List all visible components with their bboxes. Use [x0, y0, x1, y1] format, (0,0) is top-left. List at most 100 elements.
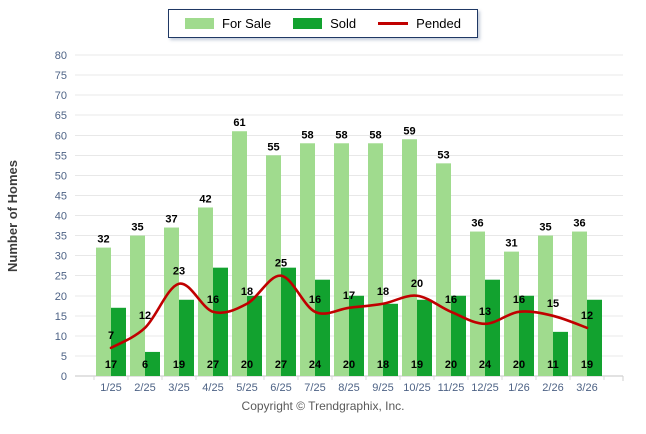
for-sale-value-label: 31 [505, 238, 517, 250]
for-sale-bar [96, 247, 111, 376]
x-tick-label: 7/25 [304, 382, 325, 394]
pended-value-label: 18 [377, 286, 389, 298]
x-tick-label: 11/25 [438, 382, 465, 394]
y-tick-label: 45 [55, 190, 67, 202]
sold-value-label: 20 [445, 359, 457, 371]
for-sale-bar [232, 131, 247, 376]
for-sale-bar [198, 207, 213, 376]
y-tick-label: 30 [55, 251, 67, 263]
sold-value-label: 27 [275, 359, 287, 371]
for-sale-bar [436, 163, 451, 376]
pended-value-label: 18 [241, 286, 253, 298]
sold-bars [111, 267, 602, 376]
sold-value-label: 24 [479, 359, 492, 371]
legend-label-sold: Sold [330, 16, 357, 31]
pended-line [109, 274, 589, 350]
for-sale-value-label: 53 [437, 149, 449, 161]
x-tick-label: 6/25 [270, 382, 291, 394]
pended-value-label: 20 [411, 278, 423, 290]
pended-value-label: 16 [445, 294, 457, 306]
sold-value-label: 20 [513, 359, 525, 371]
for-sale-value-label: 58 [335, 129, 347, 141]
sold-bar [485, 279, 500, 376]
for-sale-value-label: 42 [199, 193, 211, 205]
for-sale-value-label: 59 [403, 125, 415, 137]
sold-bar [179, 299, 194, 376]
y-tick-label: 10 [55, 331, 67, 343]
x-tick-label: 4/25 [202, 382, 223, 394]
sold-bar [587, 299, 602, 376]
sold-value-label: 27 [207, 359, 219, 371]
pended-value-label: 16 [309, 294, 321, 306]
legend-label-pended: Pended [416, 16, 461, 31]
y-axis-title: Number of Homes [5, 160, 20, 272]
for-sale-bar [130, 235, 145, 376]
pended-value-label: 13 [479, 306, 491, 318]
for-sale-bar [266, 155, 281, 376]
for-sale-bar [368, 143, 383, 376]
for-sale-value-label: 61 [233, 117, 245, 129]
sold-bar [145, 351, 160, 376]
x-tick-label: 3/25 [168, 382, 189, 394]
for-sale-bar [572, 231, 587, 376]
y-tick-label: 0 [61, 371, 67, 383]
y-tick-label: 20 [55, 291, 67, 303]
pended-line-swatch [378, 22, 409, 25]
sold-value-label: 18 [377, 359, 389, 371]
y-tick-label: 75 [55, 70, 67, 82]
sold-value-label: 6 [142, 359, 148, 371]
y-tick-label: 60 [55, 130, 67, 142]
y-tick-label: 25 [55, 271, 67, 283]
pended-value-label: 7 [108, 330, 114, 342]
y-tick-label: 15 [55, 311, 67, 323]
sold-bar [417, 299, 432, 376]
sold-value-label: 20 [241, 359, 253, 371]
for-sale-bar [164, 227, 179, 376]
sold-value-label: 19 [173, 359, 185, 371]
for-sale-value-label: 35 [539, 222, 551, 234]
x-tick-label: 10/25 [403, 382, 431, 394]
sold-value-label: 24 [309, 359, 322, 371]
for-sale-bar [470, 231, 485, 376]
pended-value-label: 23 [173, 266, 185, 278]
legend: For Sale Sold Pended [168, 9, 478, 38]
x-tick-label: 12/25 [471, 382, 499, 394]
sold-bar [383, 303, 398, 376]
for-sale-value-label: 58 [369, 129, 381, 141]
x-tick-label: 2/26 [542, 382, 563, 394]
x-tick-label: 3/26 [576, 382, 597, 394]
for-sale-bar [334, 143, 349, 376]
for-sale-swatch [185, 18, 214, 29]
sold-value-label: 20 [343, 359, 355, 371]
for-sale-value-label: 36 [573, 218, 585, 230]
y-tick-label: 50 [55, 170, 67, 182]
legend-label-for-sale: For Sale [222, 16, 272, 31]
sold-value-label: 17 [105, 359, 117, 371]
y-tick-label: 70 [55, 90, 67, 102]
pended-value-label: 17 [343, 290, 355, 302]
for-sale-bar [300, 143, 315, 376]
for-sale-value-label: 55 [267, 141, 279, 153]
sold-bar [519, 295, 534, 376]
x-tick-label: 5/25 [236, 382, 257, 394]
sold-bar [247, 295, 262, 376]
pended-value-label: 15 [547, 298, 559, 310]
pended-value-label: 16 [207, 294, 219, 306]
for-sale-value-label: 37 [165, 214, 177, 226]
for-sale-bar [538, 235, 553, 376]
sold-bar [111, 307, 126, 376]
pended-value-label: 16 [513, 294, 525, 306]
for-sale-value-label: 58 [301, 129, 313, 141]
sold-bar [349, 295, 364, 376]
x-tick-label: 2/25 [134, 382, 155, 394]
for-sale-value-label: 36 [471, 218, 483, 230]
y-axis-tick-labels: 0 5 10 15 20 25 30 35 40 45 50 55 60 65 70 75 80 [55, 50, 67, 383]
sold-value-label: 19 [411, 359, 423, 371]
for-sale-bar [402, 139, 417, 376]
for-sale-bars [96, 131, 587, 376]
sold-bar [315, 279, 330, 376]
x-tick-label: 1/26 [508, 382, 529, 394]
sold-bar [213, 267, 228, 376]
copyright-text: Copyright © Trendgraphix, Inc. [241, 399, 405, 413]
